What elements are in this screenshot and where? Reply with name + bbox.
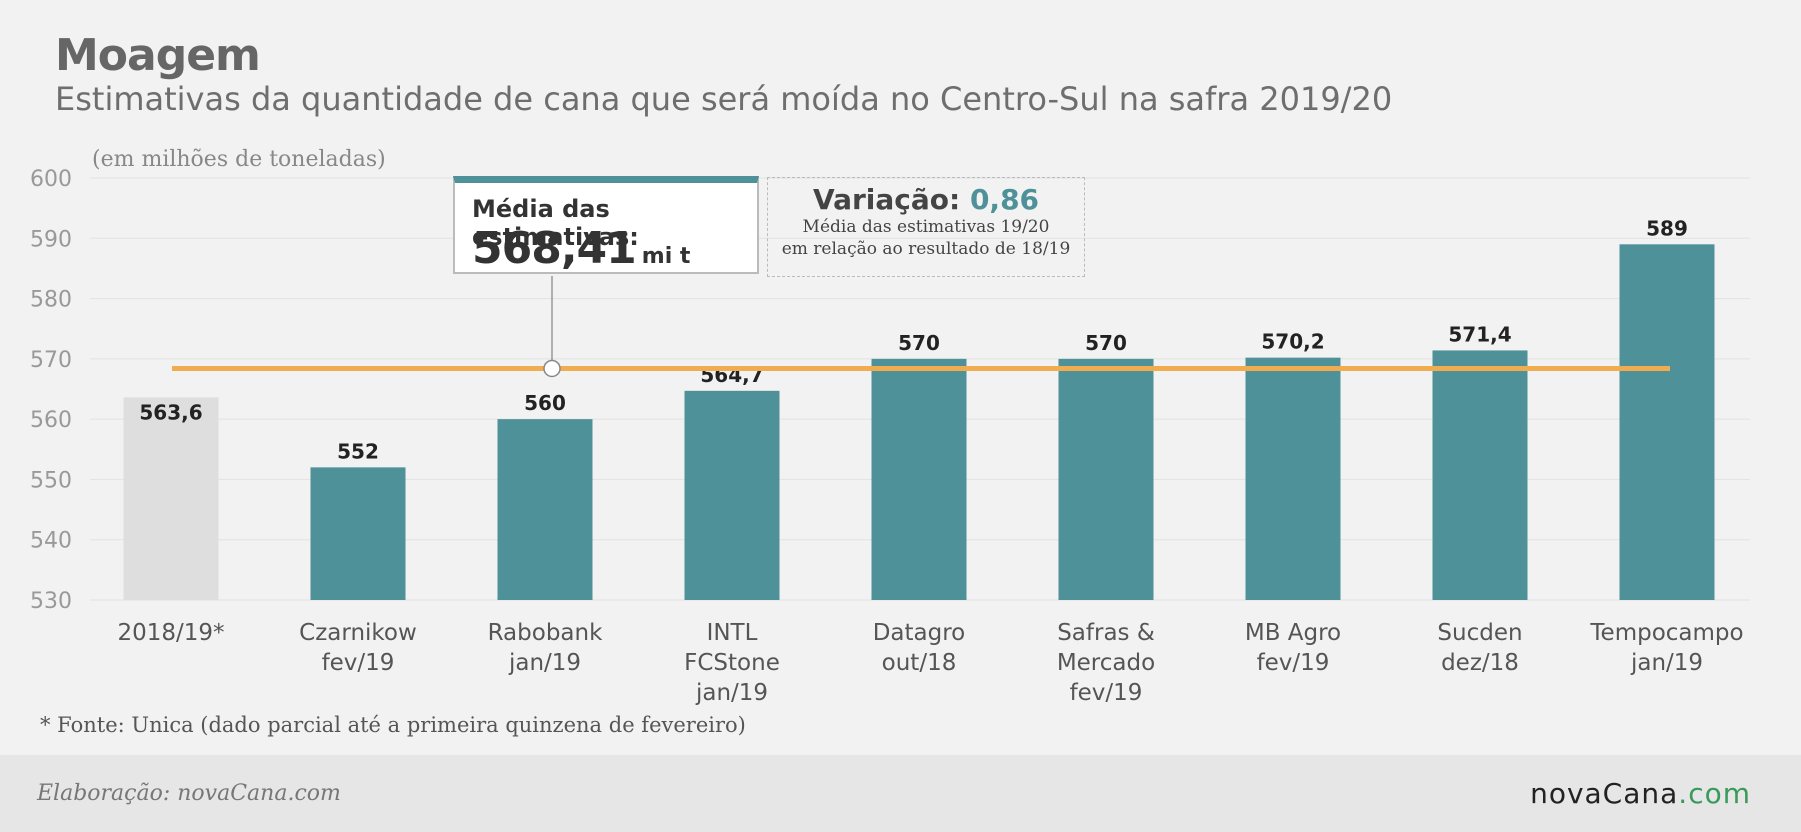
y-tick-label: 580	[30, 288, 72, 313]
average-label: Média das estimativas:	[472, 195, 639, 251]
x-tick-label: Rabobank	[488, 620, 604, 646]
y-tick-label: 530	[30, 589, 72, 614]
bar	[1245, 357, 1341, 600]
y-tick-label: 600	[30, 167, 72, 192]
y-tick-label: 590	[30, 227, 72, 252]
x-tick-label: Tempocampo	[1589, 620, 1743, 646]
x-tick-label: fev/19	[322, 650, 395, 676]
novacana-logo: novaCana.com	[1530, 777, 1751, 810]
chart-title: Moagem	[55, 30, 261, 81]
bar	[684, 390, 780, 600]
bar-value-label: 563,6	[139, 400, 202, 424]
bar-chart: (em milhões de toneladas) 530 540 550 560 570…	[30, 147, 1750, 706]
bar-value-label: 589	[1646, 216, 1688, 240]
x-tick-label: out/18	[882, 650, 957, 676]
x-tick-label: Czarnikow	[299, 620, 417, 646]
bar-value-label: 552	[337, 439, 379, 463]
x-tick-label: Sucden	[1437, 620, 1522, 646]
y-axis-label: (em milhões de toneladas)	[92, 147, 386, 172]
logo-suffix: .com	[1678, 777, 1751, 810]
x-tick-label: INTL	[707, 620, 758, 646]
variation-title-line: Variação: 0,86	[768, 183, 1084, 216]
variation-note-line1: Média das estimativas 19/20	[802, 217, 1050, 237]
x-tick-label: 2018/19*	[117, 620, 224, 646]
x-tick-label: fev/19	[1257, 650, 1330, 676]
y-tick-label: 540	[30, 529, 72, 554]
credit-text: Elaboração: novaCana.com	[37, 781, 341, 806]
variation-callout: Variação: 0,86 Média das estimativas 19/…	[767, 177, 1085, 277]
x-tick-label: MB Agro	[1245, 620, 1341, 646]
average-value: 568,41	[472, 223, 637, 274]
x-tick-label: FCStone	[684, 650, 780, 676]
footer-bar: Elaboração: novaCana.com novaCana.com	[0, 755, 1801, 832]
logo-main: novaCana	[1530, 777, 1679, 810]
x-tick-label: fev/19	[1070, 680, 1143, 706]
bar-value-label: 570	[1085, 331, 1127, 355]
bar	[497, 419, 593, 600]
average-unit: mi t	[641, 244, 691, 269]
variation-note-line2: em relação ao resultado de 18/19	[781, 239, 1071, 259]
x-tick-label: jan/19	[1630, 650, 1703, 676]
average-callout: Média das estimativas: 568,41 mi t	[453, 176, 759, 274]
variation-title: Variação:	[812, 183, 961, 216]
y-tick-label: 550	[30, 468, 72, 493]
bar	[1432, 350, 1528, 600]
variation-value: 0,86	[969, 183, 1040, 216]
x-tick-label: Safras &	[1057, 620, 1155, 646]
bar	[310, 467, 406, 600]
y-tick-label: 560	[30, 408, 72, 433]
average-value-line: 568,41 mi t	[472, 223, 690, 274]
bar	[1619, 244, 1715, 601]
source-footnote: * Fonte: Unica (dado parcial até a prime…	[40, 713, 746, 737]
chart-subtitle: Estimativas da quantidade de cana que se…	[55, 80, 1393, 118]
x-tick-label: jan/19	[508, 650, 581, 676]
x-tick-label: Datagro	[873, 620, 966, 646]
bar-value-label: 570,2	[1261, 330, 1324, 354]
average-marker	[543, 359, 561, 378]
x-tick-label: jan/19	[695, 680, 768, 706]
bar	[1058, 358, 1154, 600]
bar-value-label: 570	[898, 331, 940, 355]
bar-value-label: 560	[524, 391, 566, 415]
x-tick-label: Mercado	[1057, 650, 1155, 676]
bar-value-label: 571,4	[1448, 322, 1511, 346]
y-tick-label: 570	[30, 348, 72, 373]
bar	[123, 397, 219, 600]
bar	[871, 358, 967, 600]
x-tick-label: dez/18	[1441, 650, 1519, 676]
